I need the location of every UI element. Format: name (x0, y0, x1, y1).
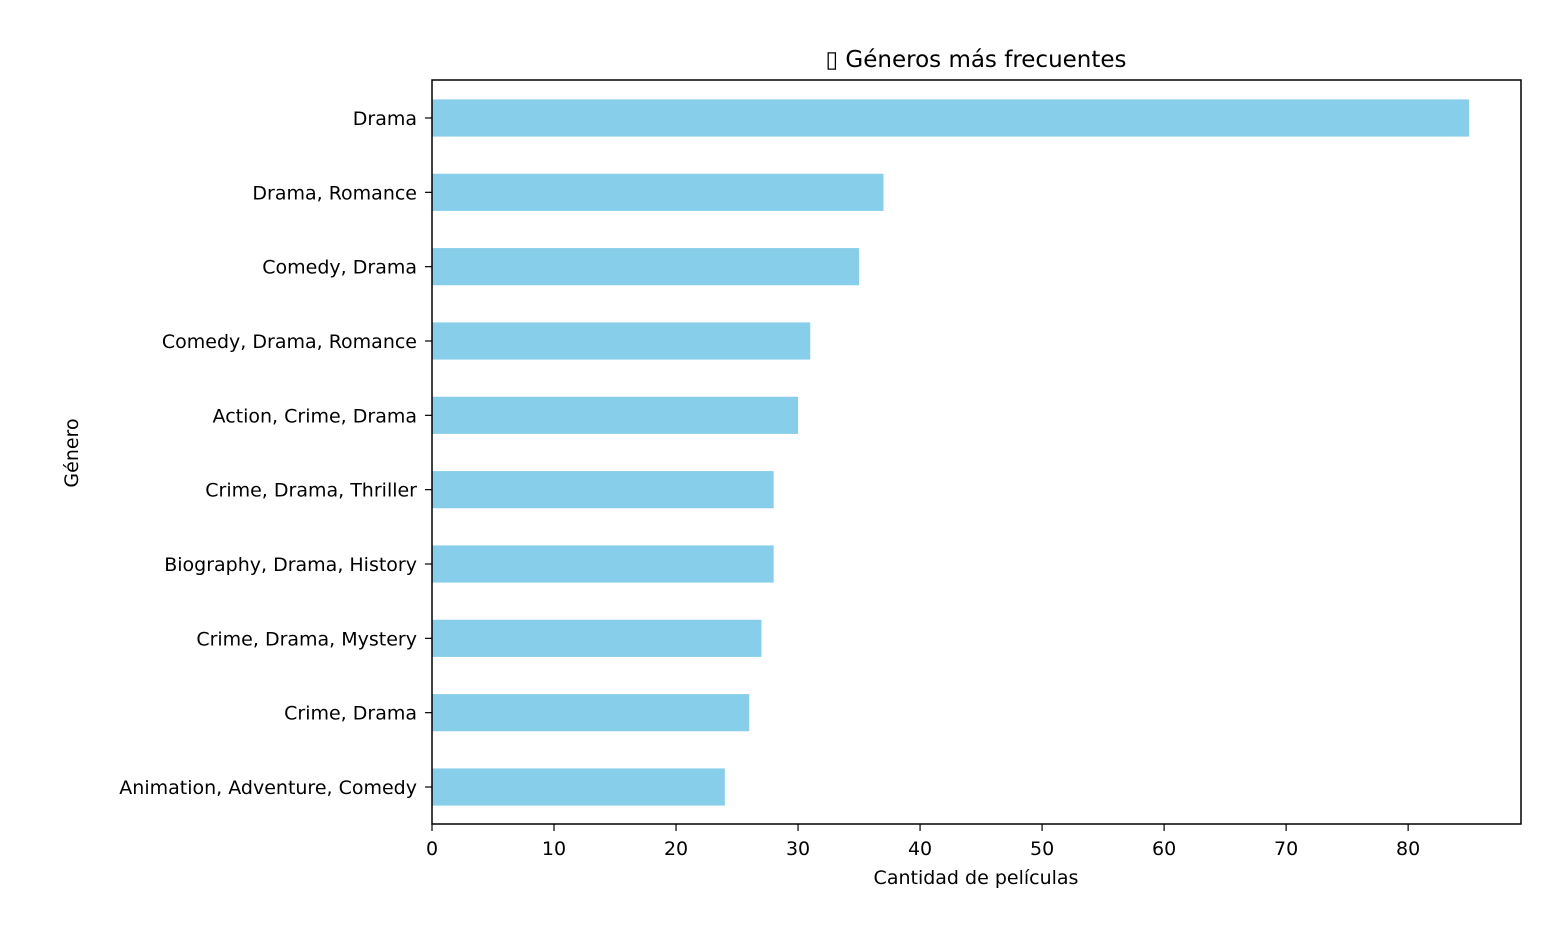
x-tick-label: 0 (426, 838, 438, 860)
y-tick-label: Crime, Drama, Thriller (205, 480, 417, 502)
x-axis-ticks: 0 10 20 30 40 50 60 70 80 (426, 824, 1420, 860)
bar (432, 248, 860, 286)
x-tick-label: 40 (908, 838, 932, 860)
y-tick-label: Drama (353, 108, 417, 130)
x-tick-label: 80 (1396, 838, 1420, 860)
y-tick-label: Biography, Drama, History (164, 554, 417, 576)
x-tick-label: 10 (542, 838, 566, 860)
bar (432, 396, 799, 434)
x-axis-label: Cantidad de películas (874, 867, 1079, 889)
bar (432, 768, 725, 806)
bar (432, 173, 884, 211)
plot-frame (431, 79, 1522, 825)
y-tick-label: Action, Crime, Drama (213, 405, 417, 427)
bar (432, 99, 1470, 137)
x-tick-label: 50 (1030, 838, 1054, 860)
bar (432, 619, 762, 657)
bar (432, 471, 774, 509)
x-tick-label: 70 (1274, 838, 1298, 860)
y-tick-label: Drama, Romance (252, 182, 417, 204)
x-tick-label: 30 (786, 838, 810, 860)
y-axis-ticks: Drama Drama, Romance Comedy, Drama Comedy, … (119, 108, 432, 799)
y-tick-label: Crime, Drama, Mystery (196, 628, 417, 650)
y-axis-label: Género (61, 418, 83, 487)
bar (432, 694, 750, 732)
chart-title: ▯ Géneros más frecuentes (825, 47, 1126, 73)
x-tick-label: 60 (1152, 838, 1176, 860)
y-tick-label: Animation, Adventure, Comedy (119, 777, 417, 799)
x-tick-label: 20 (664, 838, 688, 860)
y-tick-label: Comedy, Drama (262, 257, 417, 279)
y-tick-label: Comedy, Drama, Romance (162, 331, 417, 353)
bar (432, 545, 774, 583)
bars-layer (432, 99, 1470, 806)
y-tick-label: Crime, Drama (284, 703, 417, 725)
bar (432, 322, 811, 360)
